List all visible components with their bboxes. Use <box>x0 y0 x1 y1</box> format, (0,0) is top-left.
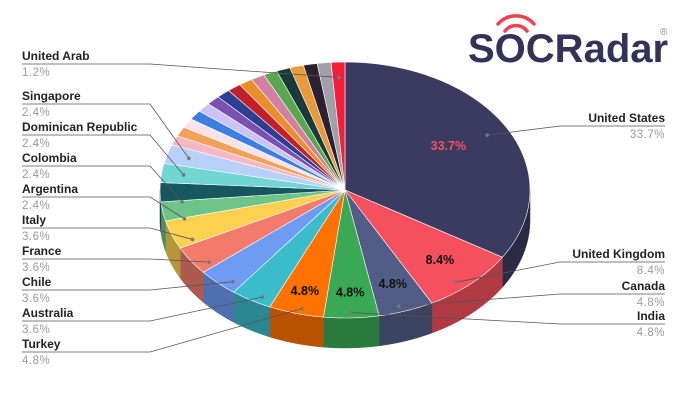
tops <box>159 61 531 319</box>
category-label: Colombia <box>22 151 77 165</box>
value-label: 3.6% <box>22 231 50 243</box>
slice <box>165 189 346 249</box>
leader-line <box>22 103 190 159</box>
leader-line <box>398 293 665 307</box>
logo: SOCRadar <box>468 27 668 71</box>
slice <box>198 103 346 191</box>
logo-mark: ® <box>660 27 668 38</box>
value-label: 1.2% <box>22 67 50 79</box>
slice <box>228 84 346 191</box>
slice <box>323 189 380 319</box>
slice-side <box>323 315 380 349</box>
value-label: 2.4% <box>22 200 50 212</box>
leader-line <box>22 308 303 353</box>
slice <box>207 96 346 191</box>
leader-dot <box>231 279 235 284</box>
slice <box>251 74 346 191</box>
value-label: 4.8% <box>637 297 665 309</box>
leader-line <box>22 63 339 78</box>
slice <box>190 110 346 191</box>
inner-value-label: 33.7% <box>431 139 466 153</box>
leader-line <box>22 227 193 240</box>
value-label: 4.8% <box>637 327 665 339</box>
slice <box>159 182 346 203</box>
leader-dot <box>186 156 191 161</box>
slice <box>330 61 346 191</box>
slice <box>276 67 346 191</box>
category-label: United Arab <box>22 49 90 63</box>
value-label: 33.7% <box>630 129 665 141</box>
leader-line <box>22 258 210 263</box>
slice <box>289 64 346 191</box>
logo-icon <box>496 14 536 33</box>
leader-dot <box>337 75 341 80</box>
labels: 33.7% 8.4% 4.8% 4.8% 4.8% United States 33.7% U… <box>22 49 665 367</box>
value-label: 3.6% <box>22 262 50 274</box>
value-label: 4.8% <box>22 355 50 367</box>
leader-dot <box>397 304 401 309</box>
leader-dot <box>454 280 459 284</box>
value-label: 3.6% <box>22 293 50 305</box>
inner-value-label: 8.4% <box>426 253 455 267</box>
category-label: Singapore <box>22 89 81 103</box>
slice <box>269 189 346 318</box>
slice <box>316 62 346 191</box>
slice <box>344 189 503 304</box>
leader-dot <box>260 295 265 299</box>
leader-line <box>22 134 184 176</box>
category-label: Italy <box>22 213 46 227</box>
slice <box>217 90 346 191</box>
leader-line <box>350 312 665 325</box>
slice <box>233 189 346 308</box>
category-label: Dominican Republic <box>22 120 138 134</box>
leader-dot <box>190 237 195 242</box>
category-label: Argentina <box>22 182 78 196</box>
leader-line <box>22 296 263 322</box>
slice <box>163 144 346 191</box>
category-label: Chile <box>22 275 52 289</box>
leader-line <box>22 281 233 291</box>
value-label: 3.6% <box>22 324 50 336</box>
inner-value-label: 4.8% <box>291 284 320 298</box>
leader-line <box>487 125 665 136</box>
slice <box>302 63 346 191</box>
inner-value-label: 4.8% <box>336 285 365 299</box>
leader-dot <box>300 306 304 311</box>
category-label: United Kingdom <box>572 247 665 261</box>
leader-line <box>22 165 183 203</box>
slice <box>239 79 346 191</box>
category-label: India <box>637 309 665 323</box>
leader-line <box>456 261 665 283</box>
value-label: 2.4% <box>22 107 50 119</box>
slice <box>183 118 346 191</box>
value-label: 2.4% <box>22 169 50 181</box>
leader-dot <box>180 200 185 204</box>
slice <box>176 126 346 191</box>
category-label: United States <box>588 111 665 125</box>
inner-value-label: 4.8% <box>378 277 407 291</box>
leader-dot <box>181 173 186 177</box>
category-label: France <box>22 244 62 258</box>
leader-line <box>22 196 185 220</box>
leader-dot <box>348 310 353 315</box>
slice <box>171 135 346 191</box>
category-label: Australia <box>22 306 74 320</box>
slice <box>344 61 531 258</box>
category-label: Turkey <box>22 337 61 351</box>
value-label: 8.4% <box>637 265 665 277</box>
leader-dot <box>485 133 489 137</box>
value-label: 2.4% <box>22 138 50 150</box>
leader-dot <box>207 260 212 264</box>
leader-dot <box>182 217 187 221</box>
category-label: Canada <box>622 279 666 293</box>
slice <box>179 189 346 273</box>
